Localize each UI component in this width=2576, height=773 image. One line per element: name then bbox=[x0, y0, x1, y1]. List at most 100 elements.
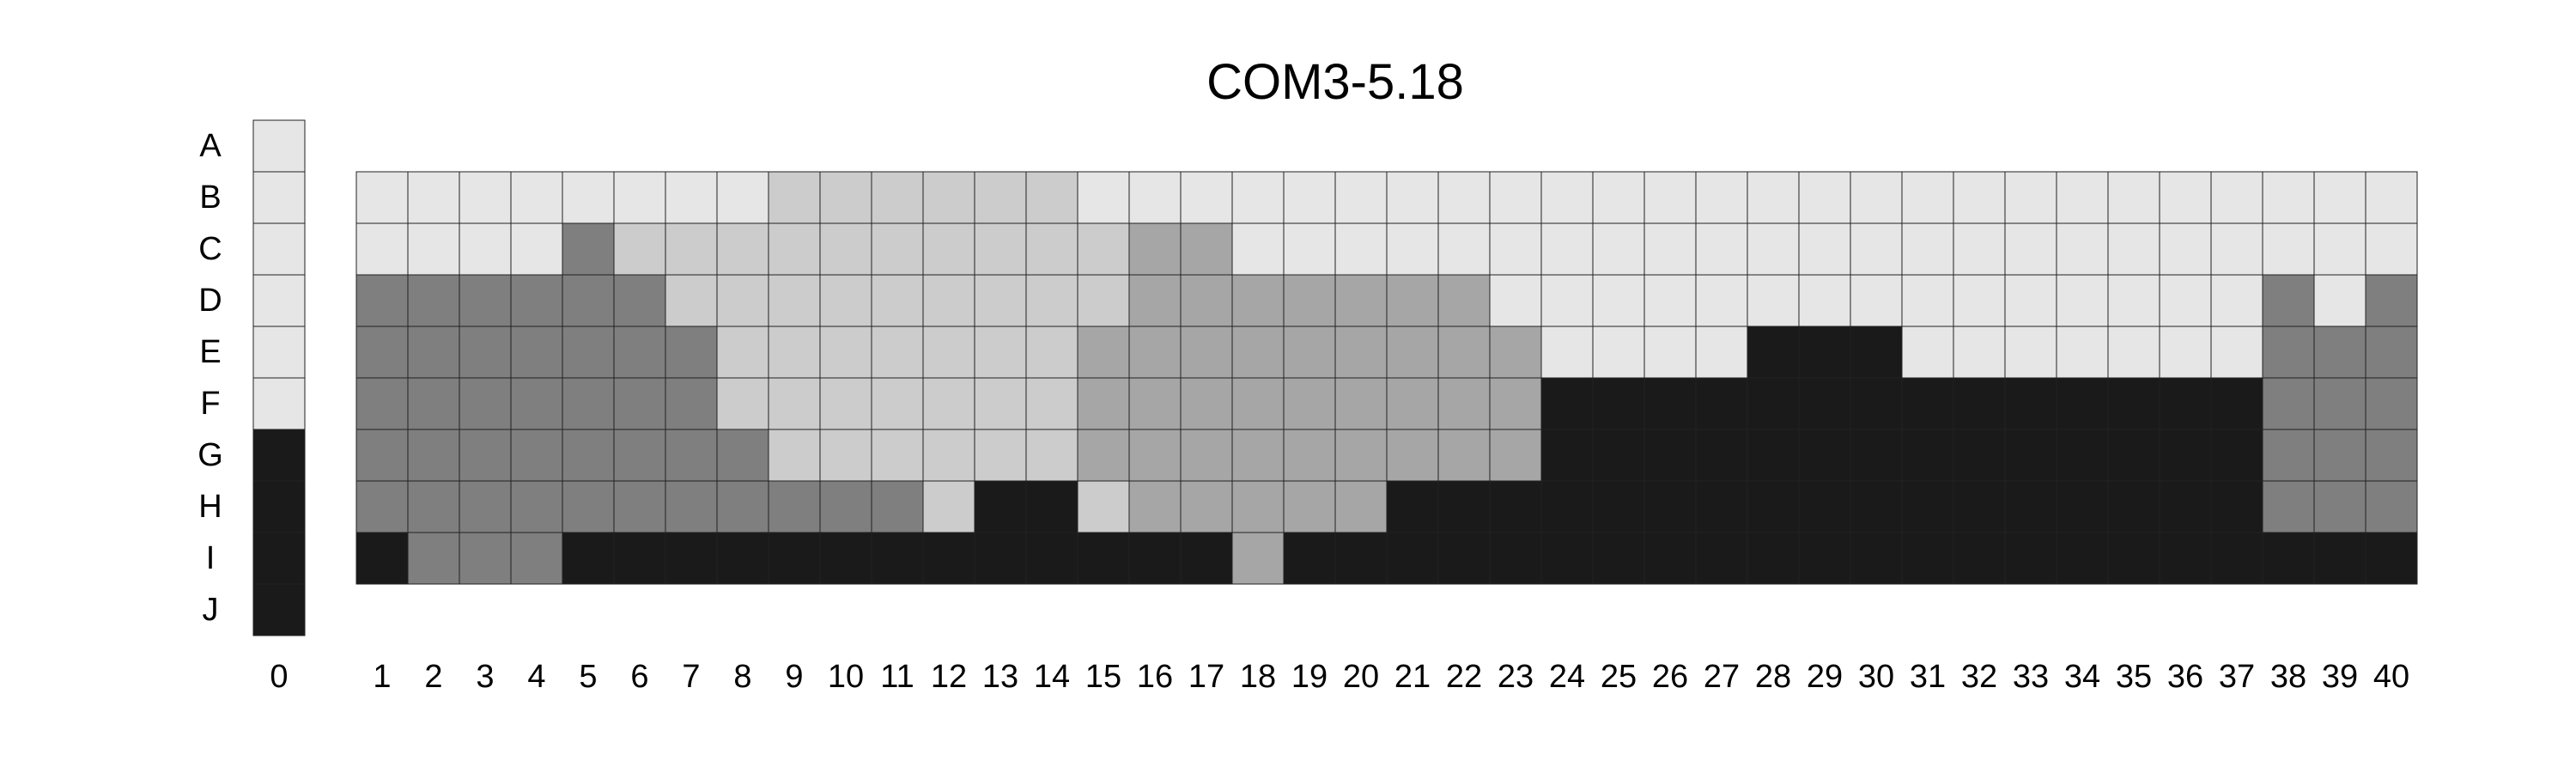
heatmap-cell-C-5 bbox=[562, 222, 615, 276]
heatmap-cell-D-23 bbox=[1489, 274, 1542, 327]
heatmap-cell-I-17 bbox=[1180, 532, 1233, 585]
heatmap-cell-D-33 bbox=[2004, 274, 2057, 327]
col-label-4: 4 bbox=[527, 659, 545, 695]
heatmap-cell-C-11 bbox=[871, 222, 924, 276]
heatmap-cell-I-27 bbox=[1695, 532, 1748, 585]
heatmap-cell-H-31 bbox=[1901, 480, 1954, 533]
heatmap-cell-I-20 bbox=[1334, 532, 1388, 585]
heatmap-cell-H-38 bbox=[2262, 480, 2315, 533]
heatmap-cell-F-24 bbox=[1540, 377, 1594, 430]
heatmap-cell-I-36 bbox=[2159, 532, 2212, 585]
heatmap-cell-H-15 bbox=[1077, 480, 1130, 533]
heatmap-cell-H-6 bbox=[613, 480, 666, 533]
col-label-18: 18 bbox=[1240, 659, 1276, 695]
heatmap-cell-C-15 bbox=[1077, 222, 1130, 276]
col-label-36: 36 bbox=[2167, 659, 2203, 695]
heatmap-cell-G-34 bbox=[2056, 429, 2109, 482]
heatmap-cell-H-24 bbox=[1540, 480, 1594, 533]
heatmap-cell-C-7 bbox=[665, 222, 718, 276]
heatmap-cell-I-29 bbox=[1798, 532, 1851, 585]
heatmap-cell-E-33 bbox=[2004, 326, 2057, 379]
heatmap-cell-G-25 bbox=[1592, 429, 1645, 482]
heatmap-cell-C-4 bbox=[510, 222, 563, 276]
heatmap-cell-F-13 bbox=[974, 377, 1027, 430]
heatmap-cell-I-10 bbox=[819, 532, 872, 585]
col-label-2: 2 bbox=[424, 659, 442, 695]
col-label-23: 23 bbox=[1498, 659, 1534, 695]
ref-cell-H bbox=[252, 480, 306, 533]
heatmap-cell-E-10 bbox=[819, 326, 872, 379]
heatmap-cell-G-24 bbox=[1540, 429, 1594, 482]
col-label-0: 0 bbox=[270, 659, 288, 695]
heatmap-cell-E-5 bbox=[562, 326, 615, 379]
heatmap-cell-C-6 bbox=[613, 222, 666, 276]
heatmap-cell-G-16 bbox=[1128, 429, 1182, 482]
heatmap-cell-I-28 bbox=[1747, 532, 1800, 585]
heatmap-cell-I-23 bbox=[1489, 532, 1542, 585]
col-label-34: 34 bbox=[2064, 659, 2100, 695]
heatmap-cell-D-10 bbox=[819, 274, 872, 327]
heatmap-cell-G-17 bbox=[1180, 429, 1233, 482]
heatmap-cell-E-16 bbox=[1128, 326, 1182, 379]
heatmap-cell-H-34 bbox=[2056, 480, 2109, 533]
heatmap-cell-F-35 bbox=[2107, 377, 2160, 430]
heatmap-cell-B-12 bbox=[922, 171, 975, 224]
heatmap-cell-F-33 bbox=[2004, 377, 2057, 430]
heatmap-cell-B-37 bbox=[2210, 171, 2263, 224]
heatmap-cell-H-7 bbox=[665, 480, 718, 533]
heatmap-cell-B-1 bbox=[355, 171, 409, 224]
heatmap-cell-F-27 bbox=[1695, 377, 1748, 430]
heatmap-grid bbox=[355, 171, 2418, 585]
ref-cell-F bbox=[252, 377, 306, 430]
heatmap-cell-C-9 bbox=[768, 222, 821, 276]
heatmap-cell-E-37 bbox=[2210, 326, 2263, 379]
heatmap-cell-E-22 bbox=[1437, 326, 1491, 379]
heatmap-cell-F-36 bbox=[2159, 377, 2212, 430]
heatmap-cell-I-5 bbox=[562, 532, 615, 585]
heatmap-cell-I-9 bbox=[768, 532, 821, 585]
heatmap-cell-G-37 bbox=[2210, 429, 2263, 482]
heatmap-cell-B-3 bbox=[459, 171, 512, 224]
heatmap-cell-B-17 bbox=[1180, 171, 1233, 224]
heatmap-cell-E-17 bbox=[1180, 326, 1233, 379]
col-label-1: 1 bbox=[373, 659, 391, 695]
heatmap-cell-F-22 bbox=[1437, 377, 1491, 430]
heatmap-cell-I-39 bbox=[2313, 532, 2366, 585]
heatmap-cell-E-40 bbox=[2365, 326, 2418, 379]
heatmap-cell-G-40 bbox=[2365, 429, 2418, 482]
heatmap-cell-F-7 bbox=[665, 377, 718, 430]
heatmap-cell-D-24 bbox=[1540, 274, 1594, 327]
row-label-E: E bbox=[199, 334, 221, 370]
heatmap-cell-B-31 bbox=[1901, 171, 1954, 224]
heatmap-cell-E-32 bbox=[1953, 326, 2006, 379]
heatmap-cell-D-20 bbox=[1334, 274, 1388, 327]
heatmap-cell-I-40 bbox=[2365, 532, 2418, 585]
col-label-5: 5 bbox=[579, 659, 597, 695]
heatmap-cell-F-3 bbox=[459, 377, 512, 430]
heatmap-cell-F-20 bbox=[1334, 377, 1388, 430]
heatmap-cell-E-9 bbox=[768, 326, 821, 379]
heatmap-cell-H-12 bbox=[922, 480, 975, 533]
heatmap-cell-G-20 bbox=[1334, 429, 1388, 482]
heatmap-cell-C-2 bbox=[407, 222, 460, 276]
heatmap-cell-E-6 bbox=[613, 326, 666, 379]
heatmap-cell-G-28 bbox=[1747, 429, 1800, 482]
row-label-D: D bbox=[198, 283, 222, 319]
heatmap-cell-F-11 bbox=[871, 377, 924, 430]
heatmap-cell-F-12 bbox=[922, 377, 975, 430]
heatmap-cell-E-30 bbox=[1850, 326, 1903, 379]
col-label-21: 21 bbox=[1394, 659, 1431, 695]
heatmap-cell-I-1 bbox=[355, 532, 409, 585]
heatmap-cell-D-21 bbox=[1386, 274, 1439, 327]
heatmap-cell-G-18 bbox=[1231, 429, 1285, 482]
heatmap-cell-C-12 bbox=[922, 222, 975, 276]
heatmap-cell-E-27 bbox=[1695, 326, 1748, 379]
heatmap-cell-F-38 bbox=[2262, 377, 2315, 430]
heatmap-cell-I-24 bbox=[1540, 532, 1594, 585]
heatmap-cell-I-35 bbox=[2107, 532, 2160, 585]
heatmap-cell-C-39 bbox=[2313, 222, 2366, 276]
col-label-15: 15 bbox=[1085, 659, 1121, 695]
heatmap-cell-B-25 bbox=[1592, 171, 1645, 224]
heatmap-cell-C-37 bbox=[2210, 222, 2263, 276]
heatmap-cell-I-13 bbox=[974, 532, 1027, 585]
